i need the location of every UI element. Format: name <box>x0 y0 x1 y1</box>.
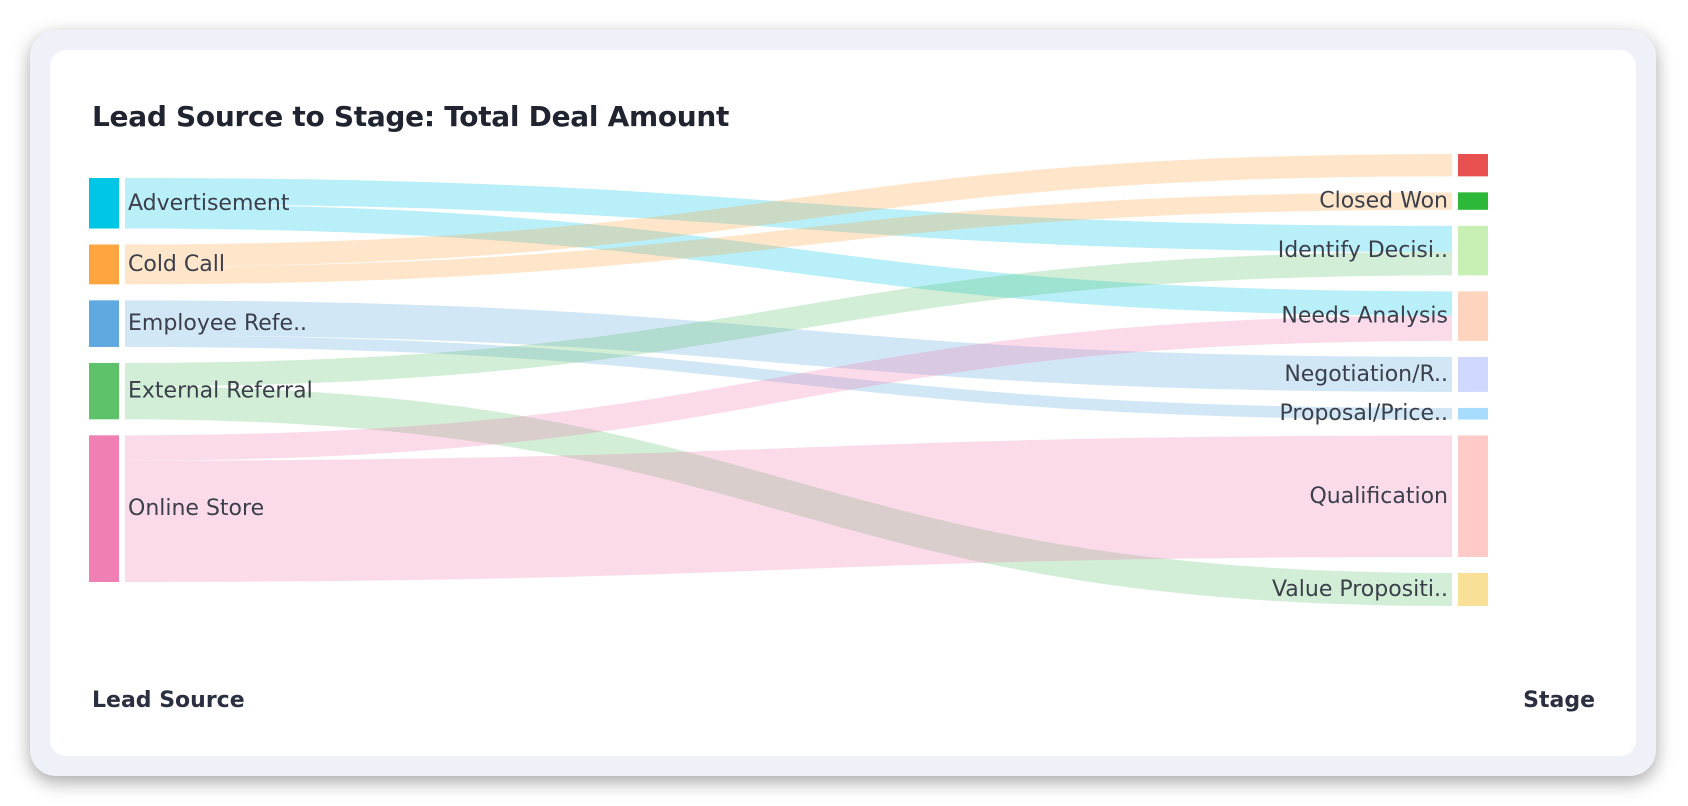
sankey-nodes: Advertisement Cold Call Employee Refe.. Ext… <box>89 154 1488 606</box>
sankey-link[interactable] <box>125 252 1452 387</box>
target-node[interactable] <box>1458 225 1488 276</box>
target-node-label: Negotiation/R.. <box>1284 362 1448 387</box>
source-node-label: Online Store <box>128 496 264 521</box>
sankey-link[interactable] <box>125 435 1452 582</box>
sankey-link[interactable] <box>125 154 1452 267</box>
sankey-link[interactable] <box>125 204 1452 316</box>
target-axis-label: Stage <box>1523 688 1595 713</box>
sankey-link[interactable] <box>125 300 1452 392</box>
sankey-diagram: Advertisement Cold Call Employee Refe.. Ext… <box>89 154 1488 606</box>
target-node[interactable] <box>1458 435 1488 557</box>
target-node-label: Value Propositi.. <box>1272 577 1448 602</box>
target-node-label: Proposal/Price.. <box>1280 401 1448 426</box>
source-node-label: Cold Call <box>128 252 225 277</box>
target-node-label: Needs Analysis <box>1281 304 1448 329</box>
target-node[interactable] <box>1458 407 1488 420</box>
sankey-link[interactable] <box>125 178 1452 253</box>
target-node-label: Identify Decisi.. <box>1278 238 1448 263</box>
sankey-link[interactable] <box>125 192 1452 285</box>
source-node[interactable] <box>89 300 119 347</box>
sankey-link[interactable] <box>125 335 1452 420</box>
target-node[interactable] <box>1458 192 1488 210</box>
target-node-label: Closed Won <box>1319 189 1448 214</box>
target-node-label: Qualification <box>1309 484 1448 509</box>
source-node[interactable] <box>89 244 119 285</box>
target-node[interactable] <box>1458 154 1488 177</box>
chart-card: Lead Source to Stage: Total Deal Amount … <box>50 50 1636 756</box>
source-node-label: External Referral <box>128 379 313 404</box>
source-node-label: Advertisement <box>128 191 290 216</box>
sankey-links <box>125 154 1452 606</box>
source-node[interactable] <box>89 435 119 582</box>
target-node[interactable] <box>1458 572 1488 606</box>
source-node-label: Employee Refe.. <box>128 311 307 336</box>
chart-frame: Lead Source to Stage: Total Deal Amount … <box>30 30 1656 776</box>
chart-title: Lead Source to Stage: Total Deal Amount <box>92 100 730 133</box>
sankey-link[interactable] <box>125 315 1452 461</box>
target-node[interactable] <box>1458 356 1488 392</box>
sankey-link[interactable] <box>125 386 1452 606</box>
source-node[interactable] <box>89 178 119 229</box>
source-node[interactable] <box>89 362 119 420</box>
target-node[interactable] <box>1458 291 1488 341</box>
source-axis-label: Lead Source <box>92 688 245 713</box>
